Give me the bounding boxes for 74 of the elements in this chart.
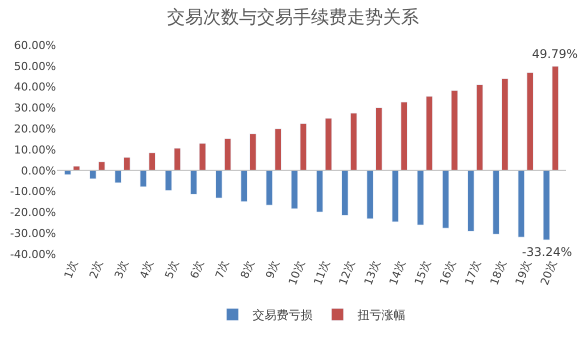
bar xyxy=(114,170,122,183)
bar xyxy=(442,170,450,228)
bar xyxy=(165,170,172,191)
bar xyxy=(250,134,256,171)
bar xyxy=(98,162,106,171)
bar xyxy=(451,90,458,171)
bar xyxy=(140,170,147,187)
bar xyxy=(543,170,550,240)
bar xyxy=(350,112,358,171)
bar xyxy=(148,152,156,171)
bar xyxy=(216,170,222,198)
data-label: -33.24% xyxy=(522,245,572,259)
bar xyxy=(291,170,298,209)
x-tick-label: 4次 xyxy=(137,258,156,280)
bar xyxy=(199,143,206,171)
x-tick-label: 18次 xyxy=(488,258,508,287)
bar xyxy=(124,157,130,171)
y-tick-label: -10.00% xyxy=(10,185,56,198)
y-tick-label: 0.00% xyxy=(21,164,56,178)
bar xyxy=(300,123,307,171)
x-tick-label: 9次 xyxy=(263,258,282,280)
x-tick-label: 8次 xyxy=(238,258,256,280)
bar xyxy=(518,170,525,238)
bar xyxy=(392,170,399,222)
y-tick-label: -30.00% xyxy=(10,226,56,240)
x-tick-label: 7次 xyxy=(212,258,232,280)
x-tick-label: 10次 xyxy=(286,258,307,287)
bar xyxy=(526,72,534,171)
y-tick-label: 60.00% xyxy=(14,38,56,52)
data-label: 49.79% xyxy=(532,47,578,61)
x-tick-label: 11次 xyxy=(311,258,332,287)
y-tick-label: -20.00% xyxy=(10,206,56,220)
bar xyxy=(341,170,348,216)
bar xyxy=(476,84,484,171)
bar xyxy=(376,107,382,171)
y-tick-label: 40.00% xyxy=(14,80,56,94)
x-tick-label: 12次 xyxy=(336,258,358,287)
y-tick-label: -40.00% xyxy=(10,248,56,261)
bar xyxy=(224,138,232,171)
bar xyxy=(190,170,198,194)
y-tick-label: 10.00% xyxy=(14,143,56,156)
bar xyxy=(426,96,433,171)
bar xyxy=(467,170,474,232)
bar xyxy=(400,102,408,171)
bar xyxy=(274,128,282,171)
y-tick-label: 30.00% xyxy=(14,102,56,115)
chart-title: 交易次数与交易手续费走势关系 xyxy=(167,6,419,28)
legend-label: 扭亏涨幅 xyxy=(358,308,406,322)
bar xyxy=(240,170,248,202)
x-tick-label: 1次 xyxy=(62,258,80,280)
bar xyxy=(316,170,324,212)
bar xyxy=(325,118,332,171)
bar xyxy=(366,170,374,219)
x-tick-label: 15次 xyxy=(412,258,433,287)
y-tick-label: 20.00% xyxy=(14,122,56,136)
bar xyxy=(266,170,273,206)
bar xyxy=(90,170,96,180)
legend-label: 交易费亏损 xyxy=(252,308,312,322)
x-tick-label: 19次 xyxy=(512,258,534,287)
bar xyxy=(552,66,559,171)
bar xyxy=(492,170,500,234)
bar xyxy=(417,170,424,226)
x-tick-label: 3次 xyxy=(112,258,130,280)
x-tick-label: 13次 xyxy=(362,258,382,287)
y-tick-label: 50.00% xyxy=(14,60,56,73)
x-tick-label: 6次 xyxy=(188,258,206,280)
x-tick-label: 5次 xyxy=(162,258,181,280)
bar xyxy=(502,78,508,171)
x-tick-label: 2次 xyxy=(86,258,106,280)
bar xyxy=(174,148,181,171)
x-tick-label: 14次 xyxy=(386,258,408,287)
x-tick-label: 17次 xyxy=(462,258,484,287)
x-tick-label: 16次 xyxy=(437,258,458,287)
x-tick-label: 20次 xyxy=(538,258,559,287)
